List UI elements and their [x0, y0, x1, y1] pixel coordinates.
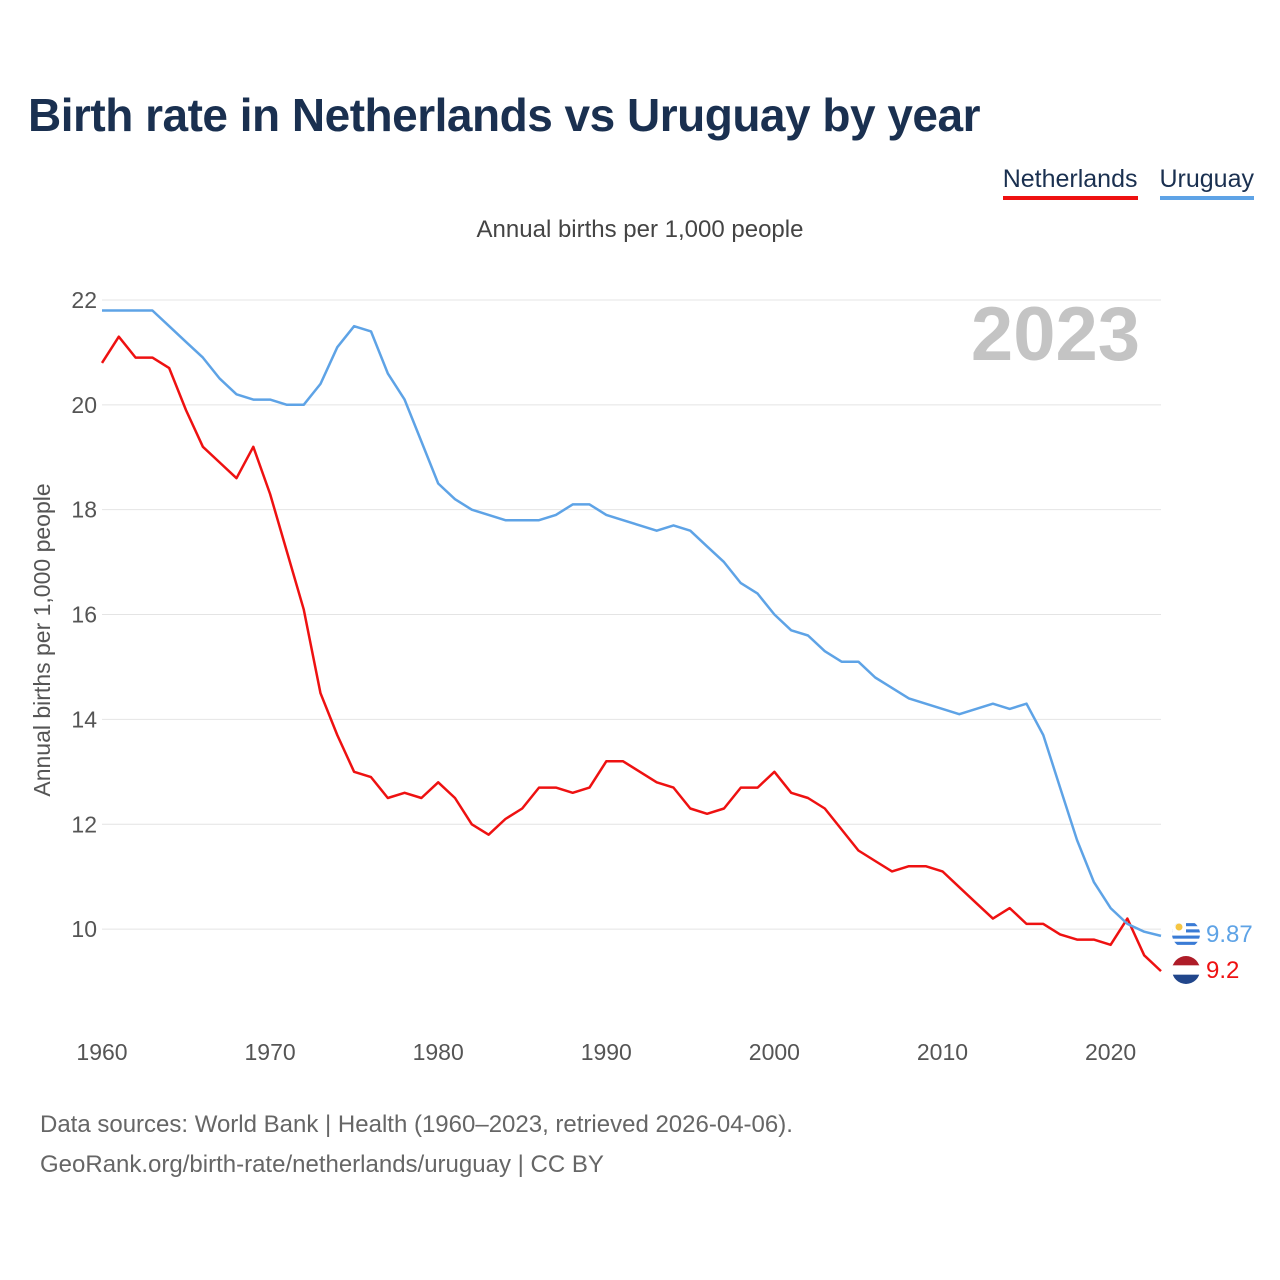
legend-item-netherlands[interactable]: Netherlands [1002, 165, 1138, 200]
year-label: 2023 [971, 292, 1140, 377]
uruguay-flag-icon [1172, 920, 1200, 948]
source-note: Data sources: World Bank | Health (1960–… [40, 1105, 793, 1185]
y-tick-label: 14 [71, 706, 97, 732]
series-line-uruguay[interactable] [102, 309, 1162, 938]
y-axis-label: Annual births per 1,000 people [29, 483, 55, 796]
x-tick-label: 2010 [917, 1039, 968, 1065]
x-tick-label: 1990 [581, 1039, 632, 1065]
legend-item-uruguay[interactable]: Uruguay [1159, 165, 1254, 200]
y-tick-label: 12 [71, 811, 97, 837]
x-tick-label: 1960 [76, 1039, 127, 1065]
y-tick-label: 22 [71, 287, 97, 313]
source-line-2[interactable]: GeoRank.org/birth-rate/netherlands/urugu… [40, 1151, 604, 1178]
y-tick-label: 20 [71, 392, 97, 418]
line-chart: 10 12 14 16 18 20 22 1960 1970 1980 1990 2000 2010 20… [29, 287, 1253, 1065]
x-tick-label: 2000 [749, 1039, 800, 1065]
x-tick-label: 1980 [413, 1039, 464, 1065]
source-line-1: Data sources: World Bank | Health (1960–… [40, 1111, 793, 1138]
end-label-netherlands: 9.2 [1206, 957, 1239, 984]
legend: Netherlands Uruguay [1002, 165, 1254, 200]
y-tick-label: 16 [71, 602, 97, 628]
series-line-netherlands[interactable] [100, 335, 1162, 973]
end-label-uruguay: 9.87 [1206, 921, 1253, 948]
x-tick-label: 1970 [245, 1039, 296, 1065]
chart-title: Birth rate in Netherlands vs Uruguay by … [28, 89, 980, 141]
y-tick-label: 10 [71, 916, 97, 942]
y-tick-label: 18 [71, 497, 97, 523]
x-tick-label: 2020 [1085, 1039, 1136, 1065]
netherlands-flag-icon [1172, 956, 1200, 984]
chart-subtitle: Annual births per 1,000 people [476, 216, 804, 243]
